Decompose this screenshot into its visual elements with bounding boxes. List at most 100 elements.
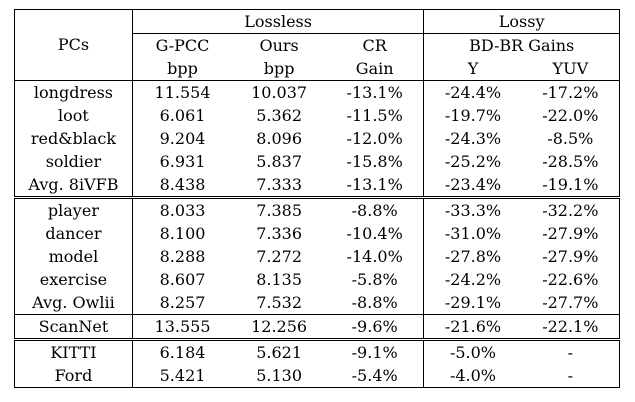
cell-cr-gain: -15.8% xyxy=(326,150,425,173)
cell-pc-name: soldier xyxy=(14,150,133,173)
cell-pc-name: KITTI xyxy=(14,338,133,364)
cell-pc-name: player xyxy=(14,196,133,222)
header-bpp-gpcc: bpp xyxy=(167,58,198,78)
cell-bdbr-yuv: -8.5% xyxy=(521,127,620,150)
header-ours: Ours xyxy=(259,35,299,55)
cell-ours-bpp: 8.096 xyxy=(256,128,302,148)
cell-bdbr-y: -5.0% xyxy=(423,338,522,364)
cell-cr-gain: -8.8% xyxy=(326,196,425,222)
cell-bdbr-y: -33.3% xyxy=(423,196,522,222)
cell-gpcc-bpp: 8.257 xyxy=(159,292,206,312)
cell-bdbr-y: -25.2% xyxy=(444,151,502,171)
cell-ours-bpp: 10.037 xyxy=(232,80,327,104)
header-bdbr: BD-BR Gains xyxy=(423,33,620,57)
cell-pc-name: dancer xyxy=(14,222,133,245)
table-row: Avg. Owlii 8.257 7.532 -8.8% -29.1% -27.7% xyxy=(14,291,620,315)
cell-gpcc-bpp: 5.421 xyxy=(132,364,233,388)
header-cr: CR xyxy=(326,33,425,57)
cell-bdbr-y: -19.7% xyxy=(444,105,502,125)
cell-gpcc-bpp: 6.061 xyxy=(159,105,206,125)
header-lossless: Lossless xyxy=(132,9,425,34)
table-row: soldier 6.931 5.837 -15.8% -25.2% -28.5% xyxy=(14,150,620,173)
cell-cr-gain: -9.1% xyxy=(326,338,425,364)
header-pcs: PCs xyxy=(14,9,133,81)
cell-cr-gain: -14.0% xyxy=(326,245,425,268)
table-row: exercise 8.607 8.135 -5.8% -24.2% -22.6% xyxy=(14,268,620,291)
cell-ours-bpp: 12.256 xyxy=(232,314,327,340)
cell-cr-gain: -13.1% xyxy=(326,173,425,198)
header-gain: Gain xyxy=(326,57,425,81)
cell-bdbr-y: -27.8% xyxy=(444,246,502,266)
table-row: Avg. 8iVFB 8.438 7.333 -13.1% -23.4% -19.1% xyxy=(14,173,620,198)
cell-cr-gain: -5.4% xyxy=(326,364,425,388)
cell-cr-gain: -5.8% xyxy=(326,268,425,291)
cell-gpcc-bpp: 8.607 xyxy=(159,269,206,289)
cell-bdbr-y: -24.4% xyxy=(423,80,522,104)
cell-cr-gain: -10.4% xyxy=(326,222,425,245)
cell-gpcc-bpp: 6.184 xyxy=(132,338,233,364)
cell-bdbr-y: -31.0% xyxy=(444,223,502,243)
table-row: Ford 5.421 5.130 -5.4% -4.0% - xyxy=(14,364,620,388)
table-row: longdress 11.554 10.037 -13.1% -24.4% -17.2% xyxy=(14,80,620,104)
cell-bdbr-yuv: -27.9% xyxy=(521,245,620,268)
cell-bdbr-y: -24.3% xyxy=(444,128,502,148)
cell-bdbr-y: -4.0% xyxy=(423,364,522,388)
cell-ours-bpp: 8.135 xyxy=(256,269,302,289)
cell-ours-bpp: 7.272 xyxy=(256,246,302,266)
cell-cr-gain: -12.0% xyxy=(326,127,425,150)
cell-bdbr-yuv: -19.1% xyxy=(521,173,620,198)
cell-pc-name: Ford xyxy=(14,364,133,388)
cell-ours-bpp: 7.336 xyxy=(256,223,302,243)
cell-cr-gain: -9.6% xyxy=(326,314,425,340)
cell-bdbr-yuv: -17.2% xyxy=(521,80,620,104)
table-row: red&black 9.204 8.096 -12.0% -24.3% -8.5% xyxy=(14,127,620,150)
table-row: ScanNet 13.555 12.256 -9.6% -21.6% -22.1% xyxy=(14,314,620,340)
cell-bdbr-yuv: -22.0% xyxy=(521,104,620,127)
cell-pc-name: longdress xyxy=(14,80,133,104)
cell-gpcc-bpp: 6.931 xyxy=(159,151,206,171)
cell-bdbr-y: -24.2% xyxy=(444,269,502,289)
table-row: loot 6.061 5.362 -11.5% -19.7% -22.0% xyxy=(14,104,620,127)
cell-gpcc-bpp: 8.033 xyxy=(132,196,233,222)
cell-cr-gain: -13.1% xyxy=(326,80,425,104)
header-row-1: PCs Lossless Lossy xyxy=(14,9,620,81)
cell-bdbr-yuv: -27.9% xyxy=(521,222,620,245)
header-yuv: YUV xyxy=(521,57,620,81)
cell-bdbr-y: -29.1% xyxy=(444,292,502,312)
cell-bdbr-yuv: - xyxy=(521,364,620,388)
cell-pc-name: Avg. 8iVFB xyxy=(14,173,133,198)
results-table: PCs Lossless Lossy G-PCC Ours CR BD-BR G… xyxy=(14,9,620,388)
cell-cr-gain: -8.8% xyxy=(326,291,425,315)
table-body: longdress 11.554 10.037 -13.1% -24.4% -17.2% l… xyxy=(14,80,620,388)
cell-ours-bpp: 7.333 xyxy=(256,174,302,194)
cell-bdbr-y: -21.6% xyxy=(423,314,522,340)
cell-bdbr-yuv: -27.7% xyxy=(521,291,620,315)
cell-pc-name: model xyxy=(14,245,133,268)
cell-bdbr-yuv: -22.1% xyxy=(521,314,620,340)
cell-pc-name: loot xyxy=(14,104,133,127)
cell-pc-name: exercise xyxy=(14,268,133,291)
cell-bdbr-yuv: -32.2% xyxy=(521,196,620,222)
cell-bdbr-y: -23.4% xyxy=(444,174,502,194)
table-row: dancer 8.100 7.336 -10.4% -31.0% -27.9% xyxy=(14,222,620,245)
cell-pc-name: Avg. Owlii xyxy=(14,291,133,315)
table-row: KITTI 6.184 5.621 -9.1% -5.0% - xyxy=(14,338,620,364)
header-row-3: bpp bpp Gain Y YUV xyxy=(15,57,620,81)
cell-ours-bpp: 5.621 xyxy=(232,338,327,364)
header-row-2: G-PCC Ours CR BD-BR Gains xyxy=(15,33,620,57)
table-row: player 8.033 7.385 -8.8% -33.3% -32.2% xyxy=(14,196,620,222)
cell-gpcc-bpp: 9.204 xyxy=(159,128,206,148)
header-bpp-ours: bpp xyxy=(263,58,295,78)
cell-pc-name: ScanNet xyxy=(14,314,133,340)
cell-gpcc-bpp: 13.555 xyxy=(132,314,233,340)
header-y: Y xyxy=(467,58,479,78)
cell-pc-name: red&black xyxy=(14,127,133,150)
header-lossy: Lossy xyxy=(423,9,620,34)
table-header: PCs Lossless Lossy G-PCC Ours CR BD-BR G… xyxy=(14,9,620,81)
cell-gpcc-bpp: 8.288 xyxy=(159,246,206,266)
cell-ours-bpp: 7.532 xyxy=(256,292,302,312)
cell-bdbr-yuv: -22.6% xyxy=(521,268,620,291)
cell-ours-bpp: 5.837 xyxy=(256,151,302,171)
cell-ours-bpp: 5.362 xyxy=(256,105,302,125)
cell-ours-bpp: 5.130 xyxy=(232,364,327,388)
